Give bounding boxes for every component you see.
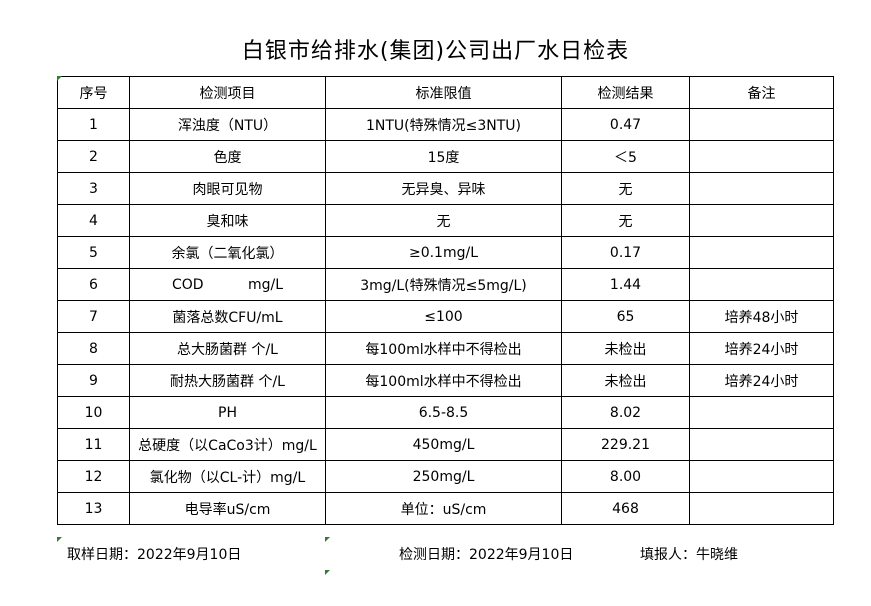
cell-marker-icon xyxy=(325,570,330,575)
row-number-cell[interactable]: 11 xyxy=(57,428,130,461)
header-row: 序号 检测项目 标准限值 检测结果 备注 xyxy=(57,76,834,109)
table-row: 8 总大肠菌群 个/L 每100ml水样中不得检出 未检出 培养24小时 xyxy=(57,332,834,365)
standard-limit-cell[interactable]: 单位：uS/cm xyxy=(325,492,562,525)
remark-cell[interactable] xyxy=(689,492,834,525)
test-result-cell[interactable]: 8.02 xyxy=(561,396,690,429)
row-number-cell[interactable]: 3 xyxy=(57,172,130,205)
table-row: 10 PH 6.5-8.5 8.02 xyxy=(57,396,834,429)
table-row: 11 总硬度（以CaCo3计）mg/L 450mg/L 229.21 xyxy=(57,428,834,461)
test-item-cell[interactable]: 肉眼可见物 xyxy=(129,172,326,205)
test-result-cell[interactable]: 0.47 xyxy=(561,108,690,141)
standard-limit-cell[interactable]: 无异臭、异味 xyxy=(325,172,562,205)
test-result-cell[interactable]: 无 xyxy=(561,172,690,205)
standard-limit-cell[interactable]: 450mg/L xyxy=(325,428,562,461)
test-item-cell[interactable]: 总大肠菌群 个/L xyxy=(129,332,326,365)
sampling-date: 取样日期：2022年9月10日 xyxy=(67,547,242,563)
row-number-cell[interactable]: 1 xyxy=(57,108,130,141)
table-row: 7 菌落总数CFU/mL ≤100 65 培养48小时 xyxy=(57,300,834,333)
remark-cell[interactable]: 培养24小时 xyxy=(689,364,834,397)
cell-marker-icon xyxy=(325,537,330,542)
row-number-cell[interactable]: 10 xyxy=(57,396,130,429)
test-item-cell[interactable]: 电导率uS/cm xyxy=(129,492,326,525)
test-date: 检测日期：2022年9月10日 xyxy=(399,547,574,563)
row-number-cell[interactable]: 9 xyxy=(57,364,130,397)
row-number-cell[interactable]: 2 xyxy=(57,140,130,173)
standard-limit-cell[interactable]: 15度 xyxy=(325,140,562,173)
test-result-cell[interactable]: 无 xyxy=(561,204,690,237)
test-item-cell[interactable]: PH xyxy=(129,396,326,429)
standard-limit-cell[interactable]: 3mg/L(特殊情况≤5mg/L) xyxy=(325,268,562,301)
table-row: 3 肉眼可见物 无异臭、异味无 xyxy=(57,172,834,205)
test-result-cell[interactable]: 65 xyxy=(561,300,690,333)
row-number-cell[interactable]: 8 xyxy=(57,332,130,365)
standard-limit-cell[interactable]: ≥0.1mg/L xyxy=(325,236,562,269)
remark-cell[interactable] xyxy=(689,140,834,173)
test-item-cell[interactable]: 臭和味 xyxy=(129,204,326,237)
page-title: 白银市给排水(集团)公司出厂水日检表 xyxy=(241,39,630,64)
standard-limit-cell[interactable]: 6.5-8.5 xyxy=(325,396,562,429)
test-result-cell[interactable]: ＜5 xyxy=(561,140,690,173)
inspection-table: 序号 检测项目 标准限值 检测结果 备注 1 浑浊度（NTU） 1NTU(特殊情况≤… xyxy=(57,76,834,525)
remark-cell[interactable] xyxy=(689,172,834,205)
standard-limit-cell[interactable]: ≤100 xyxy=(325,300,562,333)
table-row: 9 耐热大肠菌群 个/L 每100ml水样中不得检出 未检出 培养24小时 xyxy=(57,364,834,397)
remark-cell[interactable] xyxy=(689,460,834,493)
header-cell[interactable]: 标准限值 xyxy=(325,76,562,109)
table-row: 1 浑浊度（NTU） 1NTU(特殊情况≤3NTU) 0.47 xyxy=(57,108,834,141)
table-row: 6 COD mg/L 3mg/L(特殊情况≤5mg/L) 1.44 xyxy=(57,268,834,301)
test-result-cell[interactable]: 229.21 xyxy=(561,428,690,461)
test-result-cell[interactable]: 未检出 xyxy=(561,332,690,365)
standard-limit-cell[interactable]: 1NTU(特殊情况≤3NTU) xyxy=(325,108,562,141)
remark-cell[interactable]: 培养48小时 xyxy=(689,300,834,333)
test-result-cell[interactable]: 未检出 xyxy=(561,364,690,397)
row-number-cell[interactable]: 5 xyxy=(57,236,130,269)
row-number-cell[interactable]: 4 xyxy=(57,204,130,237)
remark-cell[interactable] xyxy=(689,204,834,237)
standard-limit-cell[interactable]: 每100ml水样中不得检出 xyxy=(325,332,562,365)
test-item-cell[interactable]: 菌落总数CFU/mL xyxy=(129,300,326,333)
reporter: 填报人：牛晓维 xyxy=(640,547,738,563)
header-cell[interactable]: 序号 xyxy=(57,76,130,109)
test-item-cell[interactable]: 耐热大肠菌群 个/L xyxy=(129,364,326,397)
row-number-cell[interactable]: 6 xyxy=(57,268,130,301)
test-result-cell[interactable]: 1.44 xyxy=(561,268,690,301)
standard-limit-cell[interactable]: 每100ml水样中不得检出 xyxy=(325,364,562,397)
standard-limit-cell[interactable]: 250mg/L xyxy=(325,460,562,493)
table-row: 2 色度 15度 ＜5 xyxy=(57,140,834,173)
table-row: 5 余氯（二氧化氯） ≥0.1mg/L 0.17 xyxy=(57,236,834,269)
row-number-cell[interactable]: 13 xyxy=(57,492,130,525)
test-item-cell[interactable]: 氯化物（以CL-计）mg/L xyxy=(129,460,326,493)
remark-cell[interactable] xyxy=(689,428,834,461)
row-number-cell[interactable]: 12 xyxy=(57,460,130,493)
test-item-cell[interactable]: 浑浊度（NTU） xyxy=(129,108,326,141)
table-row: 12 氯化物（以CL-计）mg/L 250mg/L 8.00 xyxy=(57,460,834,493)
table-row: 13 电导率uS/cm 单位：uS/cm 468 xyxy=(57,492,834,525)
table-row: 4 臭和味无无 xyxy=(57,204,834,237)
remark-cell[interactable] xyxy=(689,236,834,269)
test-item-cell[interactable]: COD mg/L xyxy=(129,268,326,301)
test-result-cell[interactable]: 8.00 xyxy=(561,460,690,493)
test-result-cell[interactable]: 468 xyxy=(561,492,690,525)
remark-cell[interactable] xyxy=(689,396,834,429)
test-item-cell[interactable]: 余氯（二氧化氯） xyxy=(129,236,326,269)
test-result-cell[interactable]: 0.17 xyxy=(561,236,690,269)
row-number-cell[interactable]: 7 xyxy=(57,300,130,333)
standard-limit-cell[interactable]: 无 xyxy=(325,204,562,237)
cell-marker-icon xyxy=(57,76,62,81)
header-cell[interactable]: 检测项目 xyxy=(129,76,326,109)
remark-cell[interactable]: 培养24小时 xyxy=(689,332,834,365)
cell-marker-icon xyxy=(57,537,62,542)
remark-cell[interactable] xyxy=(689,268,834,301)
header-cell[interactable]: 检测结果 xyxy=(561,76,690,109)
test-item-cell[interactable]: 色度 xyxy=(129,140,326,173)
remark-cell[interactable] xyxy=(689,108,834,141)
header-cell[interactable]: 备注 xyxy=(689,76,834,109)
test-item-cell[interactable]: 总硬度（以CaCo3计）mg/L xyxy=(129,428,326,461)
